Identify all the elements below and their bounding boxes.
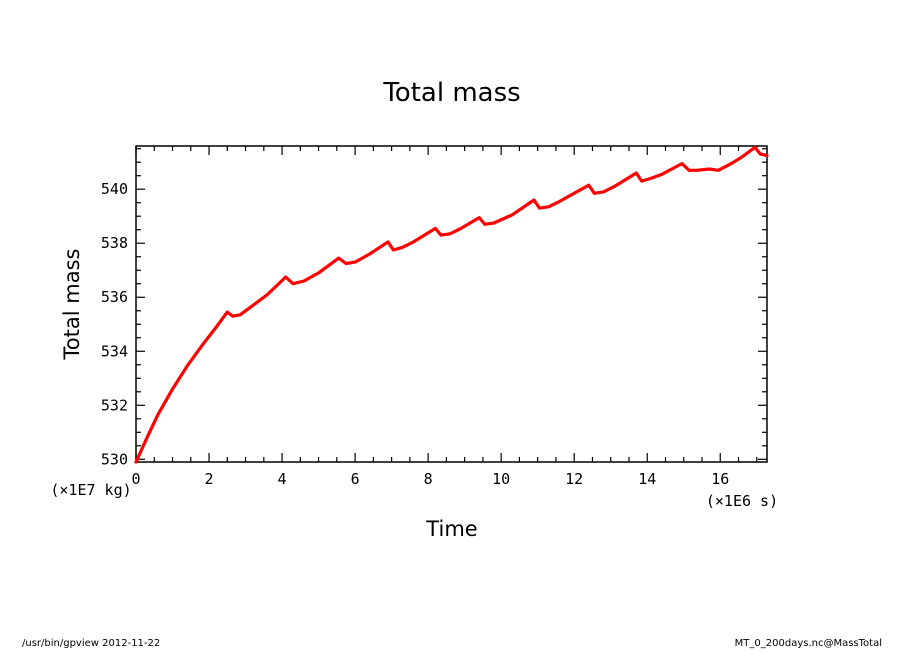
x-axis-ticks bbox=[135, 146, 758, 462]
y-axis-label: Total mass bbox=[60, 249, 84, 361]
x-tick-label: 0 bbox=[131, 470, 140, 488]
y-axis-ticks bbox=[136, 148, 767, 460]
x-tick-label: 8 bbox=[424, 470, 433, 488]
y-axis-tick-labels: 530 532 534 536 538 540 bbox=[101, 180, 128, 468]
x-tick-label: 6 bbox=[351, 470, 360, 488]
y-tick-label: 536 bbox=[101, 288, 128, 306]
y-axis-unit: (×1E7 kg) bbox=[50, 481, 131, 499]
series-layer bbox=[134, 145, 769, 464]
x-axis-unit: (×1E6 s) bbox=[706, 492, 778, 510]
x-axis-label: Time bbox=[425, 517, 477, 541]
plot-area-border bbox=[135, 145, 768, 463]
y-tick-label: 540 bbox=[101, 180, 128, 198]
total-mass-line bbox=[134, 145, 769, 464]
footer-left-text: /usr/bin/gpview 2012-11-22 bbox=[22, 638, 161, 649]
y-tick-label: 530 bbox=[101, 450, 128, 468]
x-tick-label: 4 bbox=[278, 470, 287, 488]
y-tick-label: 532 bbox=[101, 396, 128, 414]
x-tick-label: 16 bbox=[711, 470, 729, 488]
x-tick-label: 10 bbox=[492, 470, 510, 488]
y-tick-label: 538 bbox=[101, 234, 128, 252]
footer-right-text: MT_0_200days.nc@MassTotal bbox=[734, 638, 882, 649]
chart-title: Total mass bbox=[382, 78, 520, 108]
y-tick-label: 534 bbox=[101, 342, 128, 360]
x-tick-label: 12 bbox=[565, 470, 583, 488]
x-tick-label: 2 bbox=[205, 470, 214, 488]
axes-frame bbox=[135, 145, 768, 463]
x-axis-tick-labels: 0 2 4 6 8 10 12 14 16 bbox=[131, 470, 729, 488]
x-tick-label: 14 bbox=[638, 470, 656, 488]
